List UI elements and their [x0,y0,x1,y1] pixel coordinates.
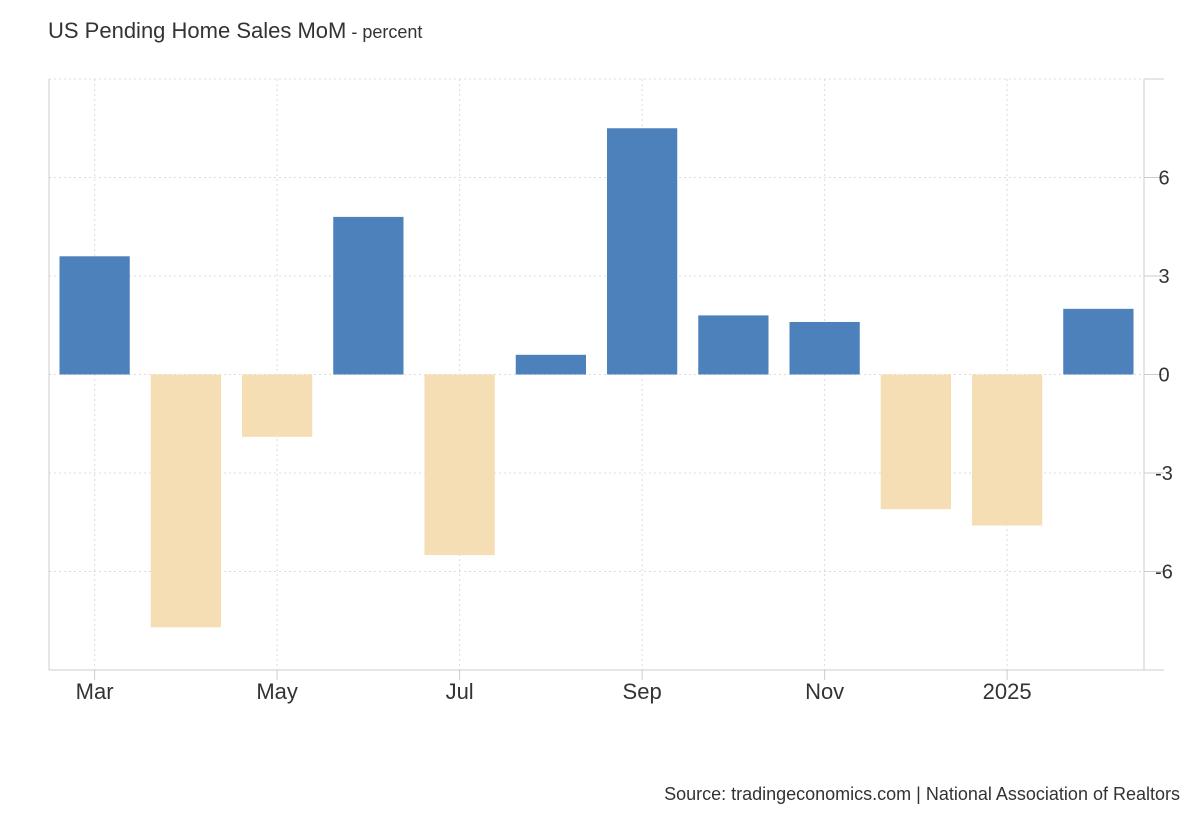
x-tick-label: Nov [805,679,844,704]
y-tick-label: -3 [1155,463,1173,485]
x-tick-label: Mar [76,679,114,704]
bar-dec-2024[interactable] [880,374,952,510]
bar-apr-2024[interactable] [150,374,222,628]
bar-feb-2025[interactable] [1063,308,1134,375]
x-tick-label: Jul [446,679,474,704]
x-tick-label: Sep [623,679,662,704]
axis-layer [48,78,1164,680]
subtitle-text: percent [362,22,423,42]
y-tick-label: 6 [1158,168,1169,190]
y-tick-label: 3 [1158,266,1169,288]
bar-aug-2024[interactable] [515,354,587,375]
label-layer: 6 3 0 -3 -6 Mar May Jul Sep Nov 2025 [76,168,1173,705]
x-tick-label: 2025 [983,679,1032,704]
bar-may-2024[interactable] [241,374,313,437]
x-tick-label: May [256,679,298,704]
bar-mar-2024[interactable] [59,256,130,375]
bar-nov-2024[interactable] [789,321,860,375]
chart-source: Source: tradingeconomics.com | National … [664,784,1180,804]
bar-oct-2024[interactable] [698,315,769,375]
bar-jul-2024[interactable] [424,374,495,556]
chart-title-text: US Pending Home Sales MoM [48,18,347,43]
subtitle-separator: - [346,22,363,42]
y-tick-label: 0 [1158,365,1169,387]
chart-title: US Pending Home Sales MoM - percent [48,18,422,44]
y-tick-label: -6 [1155,562,1173,584]
bar-jan-2025[interactable] [971,374,1043,526]
bar-jun-2024[interactable] [333,216,404,375]
chart-subtitle: - percent [346,22,422,42]
bar-sep-2024[interactable] [606,128,678,375]
bar-layer [59,128,1134,628]
